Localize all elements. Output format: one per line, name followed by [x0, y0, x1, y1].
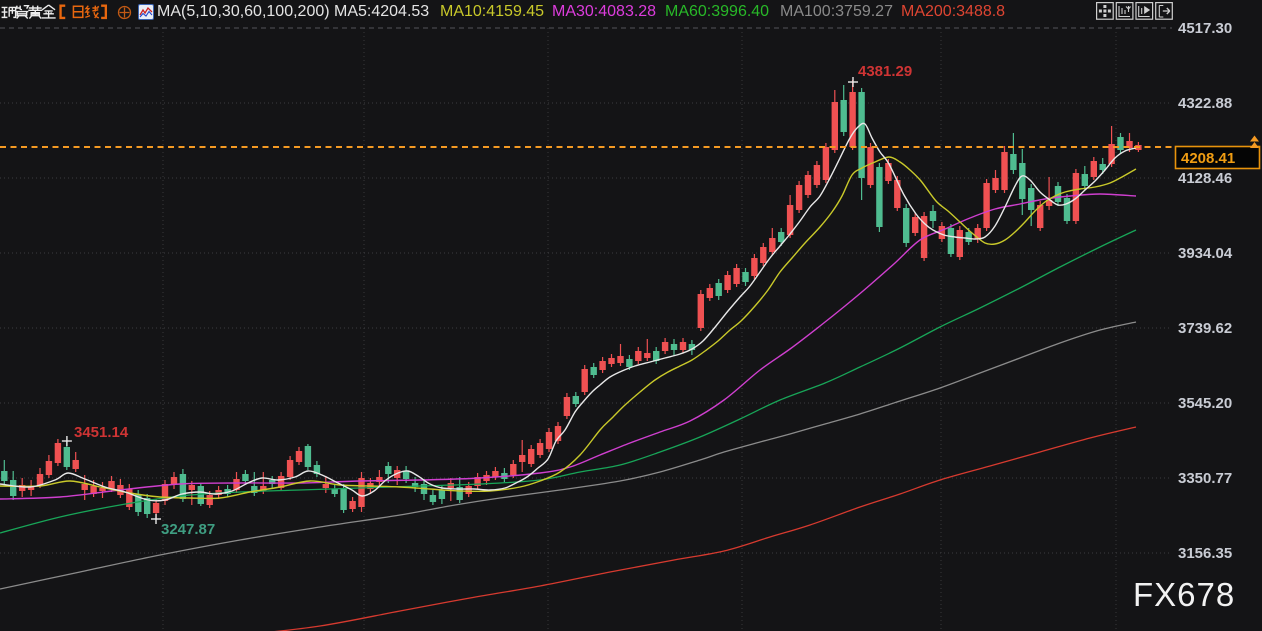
svg-text:3451.14: 3451.14 [74, 424, 129, 441]
svg-text:4128.46: 4128.46 [1178, 170, 1232, 187]
svg-text:3934.04: 3934.04 [1178, 245, 1233, 262]
svg-text:3350.77: 3350.77 [1178, 470, 1232, 487]
svg-text:4208.41: 4208.41 [1181, 150, 1235, 167]
svg-text:4322.88: 4322.88 [1178, 95, 1232, 112]
svg-text:3247.87: 3247.87 [161, 521, 215, 538]
svg-text:4517.30: 4517.30 [1178, 20, 1232, 37]
svg-text:4381.29: 4381.29 [858, 63, 912, 80]
svg-text:FX678: FX678 [1133, 576, 1235, 613]
svg-text:3156.35: 3156.35 [1178, 545, 1232, 562]
svg-text:3545.20: 3545.20 [1178, 395, 1232, 412]
svg-text:3739.62: 3739.62 [1178, 320, 1232, 337]
